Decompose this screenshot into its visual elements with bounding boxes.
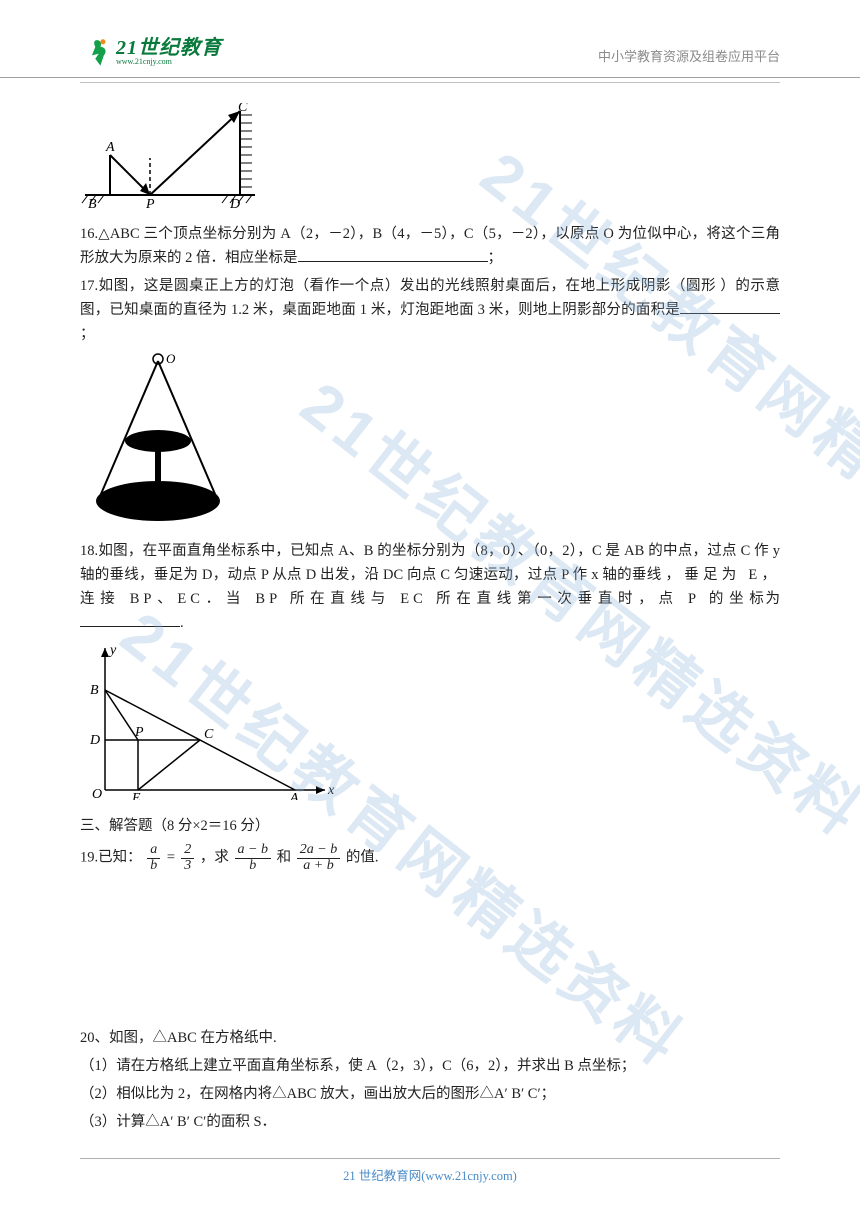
- q19-tail: 的值.: [346, 850, 379, 866]
- q17-text: 17.如图，这是圆桌正上方的灯泡（看作一个点）发出的光线照射桌面后，在地上形成阴…: [80, 278, 780, 318]
- question-16: 16.△ABC 三个顶点坐标分别为 A（2，－2），B（4，－5），C（5，－2…: [80, 223, 780, 271]
- spacer: [80, 877, 780, 1027]
- header-subtitle: 中小学教育资源及组卷应用平台: [598, 46, 780, 69]
- q19-prefix: 19.已知：: [80, 850, 142, 866]
- label-x: x: [327, 783, 335, 798]
- figure-q18: O B D P C E A x y: [80, 640, 780, 809]
- footer-text: 21 世纪教育网(www.21cnjy.com): [343, 1169, 517, 1183]
- q18-tail: .: [180, 615, 184, 631]
- q18-text-b: 标为: [749, 591, 780, 607]
- label-P: P: [134, 725, 144, 740]
- label-A: A: [289, 791, 299, 800]
- figure-q15: A B P D C: [80, 103, 780, 217]
- label-O: O: [92, 787, 102, 800]
- q19-mid2: 和: [277, 850, 292, 866]
- q17-tail: ；: [80, 326, 95, 342]
- document-body: A B P D C 16.△ABC 三个顶点坐标分别为 A（2，－2），B（4，…: [0, 103, 860, 1135]
- label-C: C: [238, 103, 248, 115]
- label-O: O: [166, 351, 176, 366]
- question-20-line1: （1）请在方格纸上建立平面直角坐标系，使 A（2，3），C（6，2），并求出 B…: [80, 1055, 780, 1079]
- logo-text-en: www.21cnjy.com: [116, 58, 222, 66]
- q19-mid1: ，求: [200, 850, 229, 866]
- frac-a-b: ab: [147, 843, 160, 873]
- page-footer: 21 世纪教育网(www.21cnjy.com): [0, 1158, 860, 1184]
- label-B: B: [88, 197, 97, 208]
- page-header: 21世纪教育 www.21cnjy.com 中小学教育资源及组卷应用平台: [0, 0, 860, 78]
- label-B: B: [90, 683, 99, 698]
- figure-q17: O: [80, 351, 780, 535]
- runner-icon: [80, 35, 114, 69]
- question-20-line3: （3）计算△A′ B′ C′的面积 S．: [80, 1111, 780, 1135]
- blank-17: [680, 299, 780, 314]
- eq-sign: =: [166, 850, 176, 866]
- label-D: D: [89, 733, 100, 748]
- frac-amb-b: a − bb: [235, 843, 271, 873]
- question-17: 17.如图，这是圆桌正上方的灯泡（看作一个点）发出的光线照射桌面后，在地上形成阴…: [80, 275, 780, 347]
- frac-2-3: 23: [181, 843, 194, 873]
- question-20-line2: （2）相似比为 2，在网格内将△ABC 放大，画出放大后的图形△A′ B′ C′…: [80, 1083, 780, 1107]
- label-P: P: [145, 197, 155, 208]
- question-19: 19.已知： ab = 23 ，求 a − bb 和 2a − ba + b 的…: [80, 843, 780, 873]
- label-E: E: [131, 791, 141, 800]
- header-rule: [80, 82, 780, 83]
- label-D: D: [229, 197, 240, 208]
- label-A: A: [105, 140, 115, 155]
- section-3-title: 三、解答题（8 分×2＝16 分）: [80, 815, 780, 839]
- label-y: y: [108, 643, 117, 658]
- question-20-line0: 20、如图，△ABC 在方格纸中.: [80, 1027, 780, 1051]
- blank-18: [80, 613, 180, 628]
- frac-2amb-apb: 2a − ba + b: [297, 843, 340, 873]
- blank-16: [298, 247, 488, 262]
- q16-tail: ；: [488, 250, 503, 266]
- site-logo: 21世纪教育 www.21cnjy.com: [80, 35, 222, 69]
- logo-text-cn: 21世纪教育: [116, 38, 222, 58]
- label-C: C: [204, 727, 214, 742]
- footer-rule: [80, 1158, 780, 1159]
- question-18: 18.如图，在平面直角坐标系中，已知点 A、B 的坐标分别为（8，0）、（0，2…: [80, 540, 780, 636]
